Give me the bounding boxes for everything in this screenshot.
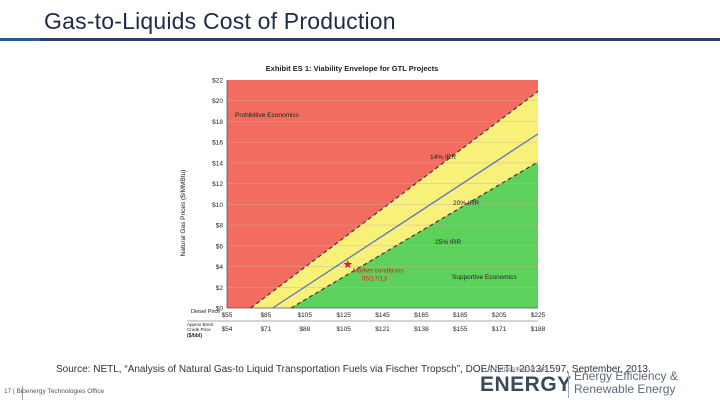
y-tick-label: $10 (212, 202, 223, 209)
source-citation: Source: NETL, “Analysis of Natural Gas-t… (56, 364, 651, 375)
x-tick-label-brent: $188 (531, 326, 546, 333)
x-row-label-brent-line-3: ($/bbl) (187, 333, 202, 339)
title-underline-accent (0, 38, 40, 41)
y-tick-label: $4 (216, 264, 224, 271)
y-tick-label: $6 (216, 243, 224, 250)
x-tick-label-brent: $171 (492, 326, 507, 333)
region-label-supportive: Supportive Economics (452, 274, 517, 281)
doe-eere-logo: U.S. DEPARTMENT OF ENERGY Energy Efficie… (480, 368, 710, 402)
marker-label-line-1: Market conditions (353, 267, 405, 274)
title-underline (0, 38, 720, 41)
region-label-prohibitive: Prohibitive Economics (235, 112, 300, 119)
y-tick-label: $2 (216, 285, 224, 292)
series-line-1 (250, 90, 539, 309)
chart-title: Exhibit ES 1: Viability Envelope for GTL… (266, 64, 439, 73)
chart-image: Exhibit ES 1: Viability Envelope for GTL… (165, 55, 550, 340)
x-tick-label-diesel: $85 (260, 312, 271, 319)
x-tick-label-diesel: $205 (492, 312, 507, 319)
footer-divider (22, 386, 23, 400)
series-label-20-irr: 20% IRR (453, 200, 479, 207)
series-line-2 (272, 133, 539, 309)
slide-title: Gas-to-Liquids Cost of Production (44, 8, 396, 34)
doe-logo-small-text: U.S. DEPARTMENT OF (482, 368, 547, 374)
y-tick-label: $16 (212, 140, 223, 147)
y-tick-label: $18 (212, 119, 223, 126)
x-tick-label-diesel: $125 (336, 312, 351, 319)
eere-line-2: Renewable Energy (574, 381, 676, 396)
y-tick-label: $14 (212, 160, 223, 167)
market-conditions-marker (343, 260, 352, 269)
y-tick-label: $22 (212, 78, 223, 85)
y-tick-label: $20 (212, 98, 223, 105)
x-tick-label-brent: $54 (222, 326, 233, 333)
x-tick-label-diesel: $145 (375, 312, 390, 319)
doe-logo-divider (568, 372, 569, 398)
series-label-14-irr: 14% IRR (430, 154, 456, 161)
x-tick-label-brent: $138 (414, 326, 429, 333)
x-tick-label-brent: $71 (260, 326, 271, 333)
eere-line-1: Energy Efficiency & (574, 369, 678, 383)
x-tick-label-brent: $105 (336, 326, 351, 333)
footer-page-label: 17 | Bioenergy Technologies Office (4, 388, 105, 395)
y-tick-label: $0 (216, 306, 224, 313)
x-row-label-diesel: Diesel Price (191, 309, 220, 315)
x-tick-label-diesel: $105 (298, 312, 313, 319)
x-tick-label-diesel: $185 (453, 312, 468, 319)
doe-logo-eere-text: Energy Efficiency & Renewable Energy (574, 370, 678, 395)
y-axis-label: Natural Gas Prices ($/MMBtu) (180, 170, 187, 257)
marker-label-line-2: 05/17/13 (362, 275, 388, 282)
x-tick-label-diesel: $165 (414, 312, 429, 319)
x-tick-label-diesel: $55 (222, 312, 233, 319)
y-tick-label: $12 (212, 181, 223, 188)
x-tick-label-brent: $121 (375, 326, 390, 333)
y-tick-label: $8 (216, 223, 224, 230)
x-row-label-brent-line-2: Crude Price (187, 327, 211, 332)
x-tick-label-brent: $88 (299, 326, 310, 333)
doe-logo-wordmark: ENERGY (480, 373, 572, 396)
series-label-25-irr: 25% IRR (435, 239, 461, 246)
x-tick-label-diesel: $225 (531, 312, 546, 319)
x-tick-label-brent: $155 (453, 326, 468, 333)
x-row-label-brent-line-1: Approx Brent (187, 322, 214, 327)
series-line-3 (290, 161, 539, 309)
plot-area: $0 $2 $4 $6 $8 $10 $12 $14 $16 $18 $20 $22 14% IRR 20… (187, 78, 546, 339)
